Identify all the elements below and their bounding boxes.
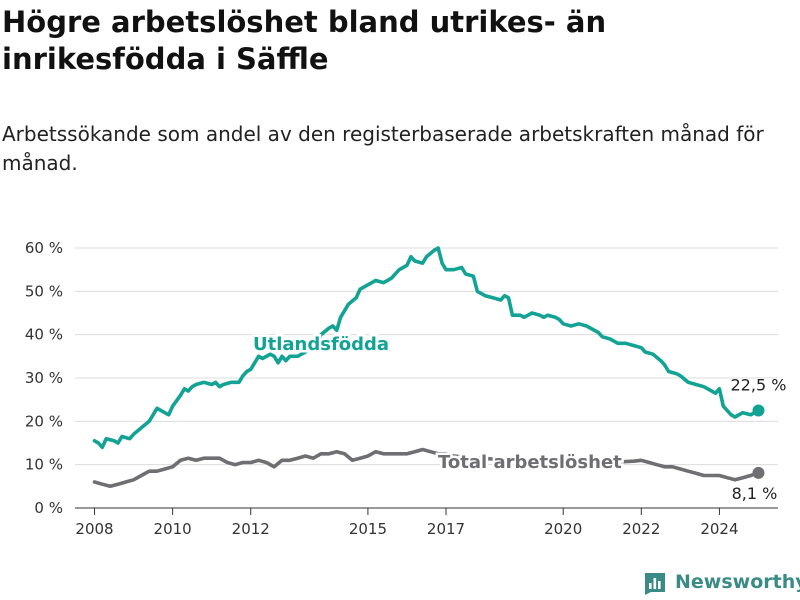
y-tick-label: 60 %: [25, 239, 63, 257]
x-tick-label: 2008: [75, 520, 113, 538]
x-tick-label: 2015: [349, 520, 387, 538]
y-axis-ticks: 0 % 10 % 20 % 30 % 40 % 50 % 60 %: [25, 239, 63, 517]
total-end-label: 8,1 %: [732, 484, 778, 503]
y-tick-label: 30 %: [25, 369, 63, 387]
gridlines: [75, 247, 778, 509]
utlandsfodda-series-label: Utlandsfödda: [253, 334, 389, 355]
x-tick-label: 2017: [427, 520, 465, 538]
utlandsfodda-line: [92, 246, 761, 450]
chart-title: Högre arbetslöshet bland utrikes- än inr…: [2, 5, 607, 76]
y-tick-label: 40 %: [25, 326, 63, 344]
series-lines: [92, 246, 765, 489]
x-tick-label: 2020: [544, 520, 582, 538]
utlandsfodda-end-label: 22,5 %: [731, 376, 787, 395]
x-tick-label: 2024: [700, 520, 738, 538]
bar-chart-logo-icon: [645, 573, 665, 595]
x-axis-ticks: 2008 2010 2012 2015 2017 2020 2022 2024: [75, 508, 739, 538]
x-tick-label: 2010: [154, 520, 192, 538]
total-line: [92, 447, 761, 489]
utlandsfodda-end-point: [752, 404, 765, 417]
x-tick-label: 2012: [232, 520, 270, 538]
y-tick-label: 0 %: [34, 499, 63, 517]
newsworthy-brand: Newsworthy: [643, 567, 800, 597]
total-series-label: Total arbetslöshet: [438, 452, 622, 473]
series-labels: Utlandsfödda Total arbetslöshet 22,5 % 8,1 …: [251, 332, 787, 503]
total-end-point: [752, 466, 765, 479]
chart-subtitle: Arbetssökande som andel av den registerb…: [2, 122, 764, 175]
y-tick-label: 10 %: [25, 456, 63, 474]
x-tick-label: 2022: [622, 520, 660, 538]
brand-name: Newsworthy: [675, 571, 800, 593]
y-tick-label: 50 %: [25, 282, 63, 300]
y-tick-label: 20 %: [25, 412, 63, 430]
